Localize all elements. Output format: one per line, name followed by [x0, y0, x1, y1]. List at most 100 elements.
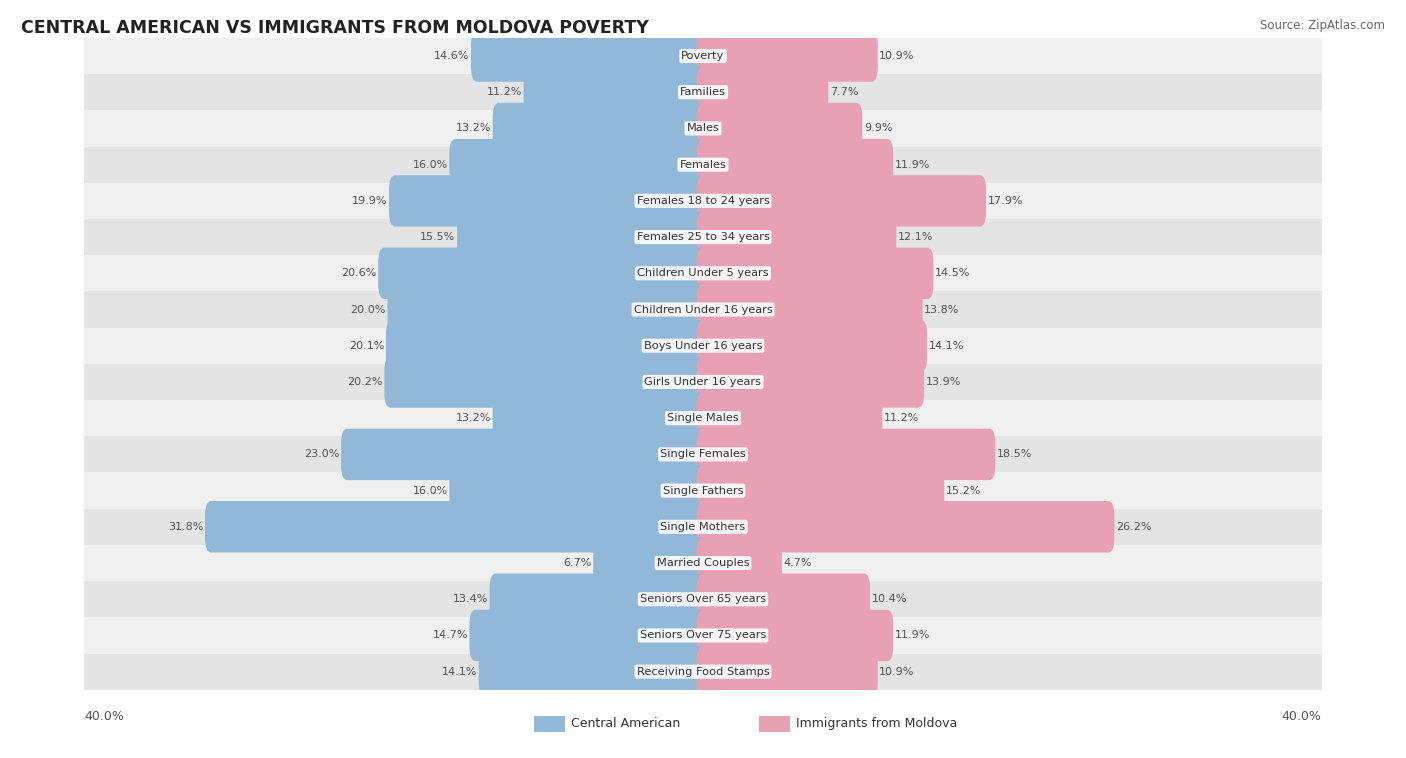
Text: 20.0%: 20.0% — [350, 305, 385, 315]
Text: 13.4%: 13.4% — [453, 594, 488, 604]
Text: Females 18 to 24 years: Females 18 to 24 years — [637, 196, 769, 206]
Text: 16.0%: 16.0% — [412, 486, 447, 496]
FancyBboxPatch shape — [385, 320, 709, 371]
Text: 19.9%: 19.9% — [352, 196, 388, 206]
Text: 17.9%: 17.9% — [987, 196, 1024, 206]
Text: 10.9%: 10.9% — [879, 667, 915, 677]
FancyBboxPatch shape — [450, 465, 709, 516]
FancyBboxPatch shape — [205, 501, 709, 553]
FancyBboxPatch shape — [523, 67, 709, 118]
Text: 18.5%: 18.5% — [997, 449, 1032, 459]
FancyBboxPatch shape — [492, 393, 709, 444]
FancyBboxPatch shape — [84, 327, 1322, 364]
FancyBboxPatch shape — [697, 283, 922, 335]
Text: 16.0%: 16.0% — [412, 160, 447, 170]
FancyBboxPatch shape — [697, 103, 862, 154]
Text: 20.2%: 20.2% — [347, 377, 382, 387]
FancyBboxPatch shape — [697, 501, 1115, 553]
Text: CENTRAL AMERICAN VS IMMIGRANTS FROM MOLDOVA POVERTY: CENTRAL AMERICAN VS IMMIGRANTS FROM MOLD… — [21, 19, 648, 37]
Text: 14.1%: 14.1% — [929, 341, 965, 351]
Text: 13.8%: 13.8% — [924, 305, 959, 315]
Text: Married Couples: Married Couples — [657, 558, 749, 568]
FancyBboxPatch shape — [470, 609, 709, 661]
FancyBboxPatch shape — [534, 716, 565, 732]
Text: Single Mothers: Single Mothers — [661, 522, 745, 532]
Text: 11.9%: 11.9% — [894, 160, 931, 170]
Text: Single Males: Single Males — [666, 413, 740, 423]
Text: Single Females: Single Females — [661, 449, 745, 459]
Text: 40.0%: 40.0% — [1282, 709, 1322, 723]
FancyBboxPatch shape — [697, 646, 877, 697]
FancyBboxPatch shape — [697, 211, 897, 263]
FancyBboxPatch shape — [84, 364, 1322, 400]
Text: Immigrants from Moldova: Immigrants from Moldova — [796, 717, 957, 731]
FancyBboxPatch shape — [378, 248, 709, 299]
FancyBboxPatch shape — [384, 356, 709, 408]
FancyBboxPatch shape — [697, 320, 928, 371]
Text: 15.5%: 15.5% — [420, 232, 456, 242]
FancyBboxPatch shape — [489, 574, 709, 625]
Text: 15.2%: 15.2% — [946, 486, 981, 496]
FancyBboxPatch shape — [478, 646, 709, 697]
Text: Seniors Over 65 years: Seniors Over 65 years — [640, 594, 766, 604]
FancyBboxPatch shape — [84, 545, 1322, 581]
Text: 31.8%: 31.8% — [169, 522, 204, 532]
Text: 14.1%: 14.1% — [441, 667, 477, 677]
FancyBboxPatch shape — [697, 465, 945, 516]
FancyBboxPatch shape — [457, 211, 709, 263]
Text: 40.0%: 40.0% — [84, 709, 124, 723]
Text: Source: ZipAtlas.com: Source: ZipAtlas.com — [1260, 19, 1385, 32]
Text: Boys Under 16 years: Boys Under 16 years — [644, 341, 762, 351]
FancyBboxPatch shape — [84, 617, 1322, 653]
FancyBboxPatch shape — [84, 38, 1322, 74]
Text: 6.7%: 6.7% — [564, 558, 592, 568]
Text: 11.2%: 11.2% — [884, 413, 920, 423]
Text: 9.9%: 9.9% — [863, 124, 893, 133]
Text: 20.1%: 20.1% — [349, 341, 384, 351]
FancyBboxPatch shape — [697, 67, 828, 118]
FancyBboxPatch shape — [84, 653, 1322, 690]
Text: 4.7%: 4.7% — [783, 558, 811, 568]
FancyBboxPatch shape — [697, 393, 883, 444]
Text: 14.6%: 14.6% — [434, 51, 470, 61]
FancyBboxPatch shape — [759, 716, 790, 732]
Text: 10.9%: 10.9% — [879, 51, 915, 61]
FancyBboxPatch shape — [84, 437, 1322, 472]
FancyBboxPatch shape — [342, 429, 709, 480]
Text: 11.9%: 11.9% — [894, 631, 931, 641]
Text: 26.2%: 26.2% — [1116, 522, 1152, 532]
Text: 12.1%: 12.1% — [898, 232, 934, 242]
FancyBboxPatch shape — [697, 356, 924, 408]
Text: Girls Under 16 years: Girls Under 16 years — [644, 377, 762, 387]
FancyBboxPatch shape — [84, 291, 1322, 327]
FancyBboxPatch shape — [84, 400, 1322, 437]
Text: 13.2%: 13.2% — [456, 413, 491, 423]
FancyBboxPatch shape — [388, 283, 709, 335]
Text: Females 25 to 34 years: Females 25 to 34 years — [637, 232, 769, 242]
Text: Families: Families — [681, 87, 725, 97]
FancyBboxPatch shape — [84, 581, 1322, 617]
FancyBboxPatch shape — [84, 472, 1322, 509]
FancyBboxPatch shape — [697, 429, 995, 480]
Text: Males: Males — [686, 124, 720, 133]
FancyBboxPatch shape — [593, 537, 709, 589]
Text: Females: Females — [679, 160, 727, 170]
Text: Seniors Over 75 years: Seniors Over 75 years — [640, 631, 766, 641]
FancyBboxPatch shape — [697, 537, 782, 589]
Text: 13.9%: 13.9% — [925, 377, 962, 387]
Text: 11.2%: 11.2% — [486, 87, 522, 97]
Text: 13.2%: 13.2% — [456, 124, 491, 133]
FancyBboxPatch shape — [84, 74, 1322, 111]
Text: Central American: Central American — [571, 717, 681, 731]
Text: 23.0%: 23.0% — [304, 449, 340, 459]
Text: Single Fathers: Single Fathers — [662, 486, 744, 496]
Text: Receiving Food Stamps: Receiving Food Stamps — [637, 667, 769, 677]
FancyBboxPatch shape — [84, 183, 1322, 219]
FancyBboxPatch shape — [84, 255, 1322, 291]
FancyBboxPatch shape — [471, 30, 709, 82]
FancyBboxPatch shape — [697, 248, 934, 299]
Text: Children Under 16 years: Children Under 16 years — [634, 305, 772, 315]
Text: 14.7%: 14.7% — [433, 631, 468, 641]
Text: Children Under 5 years: Children Under 5 years — [637, 268, 769, 278]
FancyBboxPatch shape — [84, 146, 1322, 183]
